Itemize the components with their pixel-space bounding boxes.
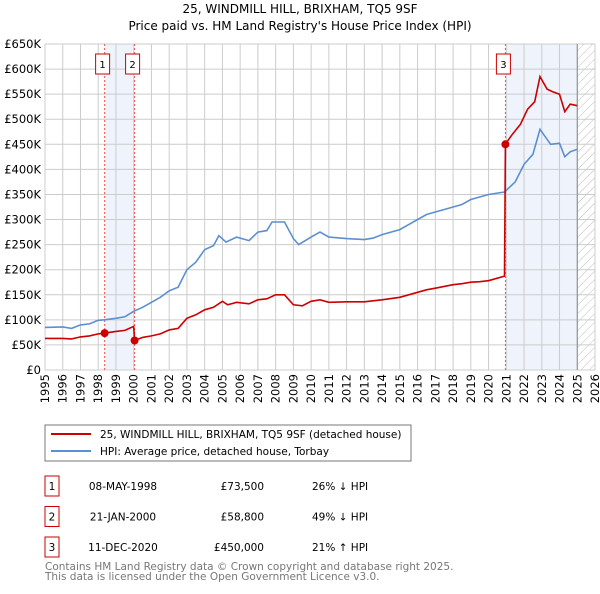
y-tick-label: £0	[26, 363, 41, 377]
x-tick-label: 2024	[553, 374, 567, 403]
y-tick-label: £450K	[4, 137, 41, 151]
legend-label-property: 25, WINDMILL HILL, BRIXHAM, TQ5 9SF (det…	[100, 429, 401, 441]
table-row-hpi: 21% ↑ HPI	[312, 542, 368, 554]
sale-label-1: 1	[99, 60, 105, 71]
table-row-date: 08-MAY-1998	[89, 481, 157, 493]
x-tick-label: 2014	[375, 374, 389, 403]
x-tick-label: 2004	[198, 374, 212, 403]
x-tick-label: 2001	[144, 374, 158, 403]
chart-title: 25, WINDMILL HILL, BRIXHAM, TQ5 9SF	[182, 2, 417, 16]
table-row-number-box	[44, 536, 60, 558]
x-tick-label: 2009	[286, 374, 300, 403]
table-row-number-box	[44, 506, 60, 527]
x-tick-label: 2022	[517, 374, 531, 403]
footer-copyright: Contains HM Land Registry data © Crown c…	[45, 561, 453, 573]
x-tick-label: 2013	[357, 374, 371, 403]
sale-point-2	[130, 336, 139, 345]
x-tick-label: 2020	[482, 374, 496, 403]
shaded-period-1	[104, 44, 135, 370]
x-tick-label: 2017	[428, 374, 442, 403]
x-tick-label: 1998	[91, 374, 105, 403]
y-tick-label: £350K	[4, 187, 41, 201]
x-tick-label: 2005	[215, 374, 229, 403]
x-tick-label: 2011	[322, 374, 336, 403]
sale-label-2: 2	[129, 60, 135, 71]
y-tick-label: £200K	[4, 263, 41, 277]
x-tick-label: 2021	[499, 374, 513, 403]
x-tick-label: 2019	[464, 374, 478, 403]
table-row-number: 3	[49, 542, 56, 554]
x-tick-label: 2002	[162, 374, 176, 403]
sale-label-3: 3	[500, 60, 506, 71]
legend-label-hpi: HPI: Average price, detached house, Torb…	[100, 446, 329, 458]
x-tick-label: 2003	[180, 374, 194, 403]
hpi-line	[44, 127, 578, 330]
table-row-hpi: 26% ↓ HPI	[312, 481, 368, 493]
x-tick-label: 2015	[393, 374, 407, 403]
sale-point-3	[501, 140, 510, 149]
table-row-number: 1	[49, 481, 56, 493]
x-tick-label: 1996	[56, 374, 70, 403]
table-row-date: 11-DEC-2020	[88, 542, 158, 554]
y-tick-label: £650K	[4, 37, 41, 51]
x-tick-label: 2006	[233, 374, 247, 403]
x-tick-label: 2025	[570, 374, 584, 403]
y-tick-label: £400K	[4, 162, 41, 176]
x-tick-label: 1997	[73, 374, 87, 403]
chart-subtitle: Price paid vs. HM Land Registry's House …	[128, 19, 471, 33]
legend: 25, WINDMILL HILL, BRIXHAM, TQ5 9SF (det…	[44, 424, 412, 462]
sale-label-box-3	[495, 53, 511, 75]
x-tick-label: 2016	[411, 374, 425, 403]
x-tick-label: 2018	[446, 374, 460, 403]
x-tick-label: 2007	[251, 374, 265, 403]
y-tick-label: £150K	[4, 288, 41, 302]
x-tick-label: 2008	[269, 374, 283, 403]
sale-point-1	[100, 329, 109, 338]
y-tick-label: £600K	[4, 62, 41, 76]
x-tick-label: 2000	[127, 374, 141, 403]
y-tick-label: £300K	[4, 213, 41, 227]
y-tick-label: £250K	[4, 238, 41, 252]
y-tick-label: £50K	[12, 338, 42, 352]
table-row-price: £58,800	[221, 512, 264, 524]
sale-label-box-1	[95, 53, 111, 75]
sales-table: 1 08-MAY-1998 £73,500 26% ↓ HPI 2 21-JAN-2000…	[44, 475, 368, 558]
y-tick-label: £550K	[4, 87, 41, 101]
table-row-price: £450,000	[214, 542, 264, 554]
footer-licence: This data is licensed under the Open Gov…	[44, 571, 380, 583]
sale-label-box-2	[125, 53, 141, 75]
forecast-hatch	[577, 44, 595, 370]
table-row-number: 2	[49, 512, 56, 524]
table-row-date: 21-JAN-2000	[90, 512, 156, 524]
property-price-line	[45, 74, 578, 342]
x-tick-label: 1999	[109, 374, 123, 403]
y-tick-label: £100K	[4, 313, 41, 327]
y-tick-label: £500K	[4, 112, 41, 126]
x-tick-label: 2023	[535, 374, 549, 403]
table-row-number-box	[44, 475, 60, 497]
x-tick-label: 2010	[304, 374, 318, 403]
x-tick-label: 1995	[38, 374, 52, 403]
table-row-hpi: 49% ↓ HPI	[312, 512, 368, 524]
x-tick-label: 2012	[340, 374, 354, 403]
table-row-price: £73,500	[221, 481, 264, 493]
x-tick-label: 2026	[588, 374, 600, 403]
